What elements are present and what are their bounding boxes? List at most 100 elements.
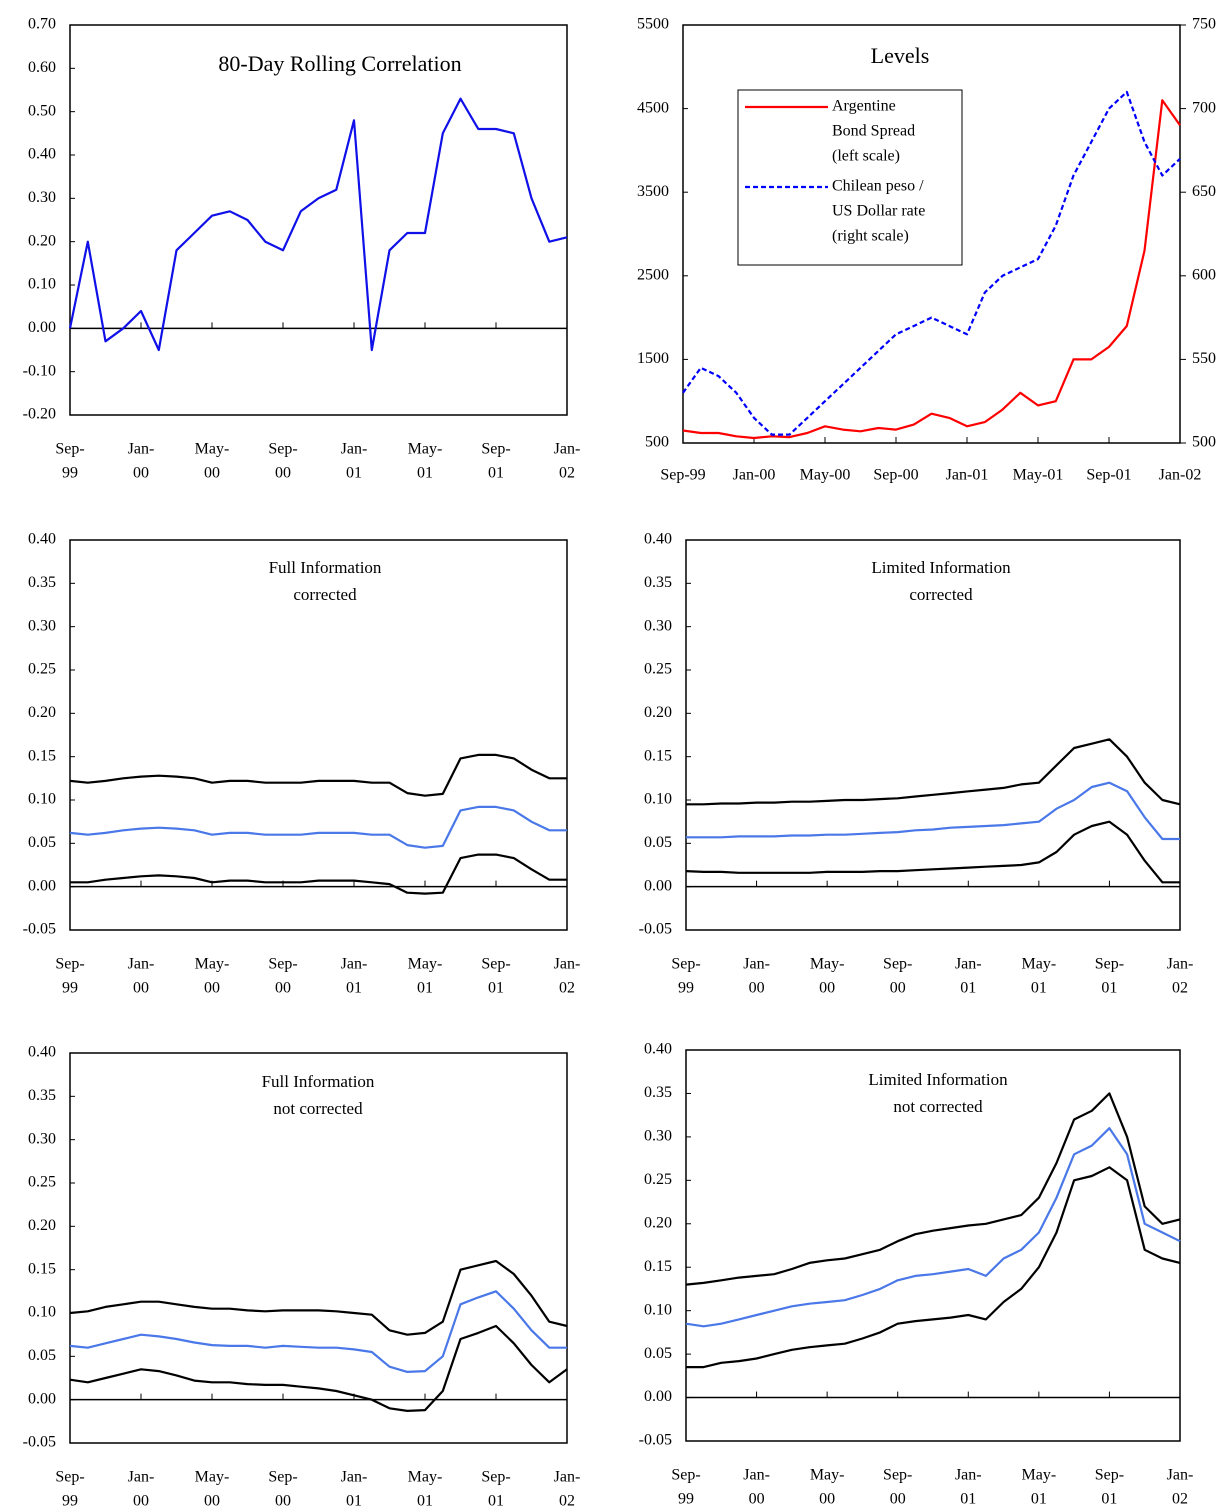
x-tick-label: 00 bbox=[819, 980, 835, 997]
y-tick-label: 0.25 bbox=[28, 661, 56, 678]
x-tick-label: Sep- bbox=[481, 441, 510, 458]
y-tick-label: 0.35 bbox=[28, 1087, 56, 1104]
series-line bbox=[69, 1324, 568, 1412]
x-tick-label: 99 bbox=[62, 1493, 78, 1510]
x-tick-label: Jan-00 bbox=[733, 467, 776, 484]
x-tick-label: Sep- bbox=[1095, 1467, 1124, 1484]
x-tick-label: Jan- bbox=[743, 1467, 770, 1484]
x-tick-label: May- bbox=[810, 1467, 845, 1484]
y2-tick-label: 750 bbox=[1192, 16, 1216, 33]
x-tick-label: Jan- bbox=[743, 956, 770, 973]
x-tick-label: Sep- bbox=[55, 1469, 84, 1486]
x-tick-label: Jan- bbox=[128, 1469, 155, 1486]
y2-tick-label: 650 bbox=[1192, 183, 1216, 200]
x-tick-label: 02 bbox=[1172, 1491, 1188, 1508]
series-line bbox=[69, 1290, 567, 1373]
x-tick-label: 01 bbox=[417, 465, 433, 482]
y2-tick-label: 550 bbox=[1192, 350, 1216, 367]
x-tick-label: Jan- bbox=[1167, 956, 1194, 973]
y-tick-label: 0.10 bbox=[644, 1301, 672, 1318]
y-tick-label: -0.05 bbox=[23, 921, 56, 938]
y-tick-label: -0.10 bbox=[23, 362, 56, 379]
y-tick-label: 0.25 bbox=[644, 1171, 672, 1188]
series-line bbox=[682, 99, 1181, 440]
x-tick-label: Sep- bbox=[883, 956, 912, 973]
x-tick-label: May- bbox=[195, 956, 230, 973]
x-tick-label: Sep- bbox=[481, 1469, 510, 1486]
y-tick-label: 0.40 bbox=[644, 1041, 672, 1058]
y-tick-label: 0.30 bbox=[28, 1130, 56, 1147]
chart-title: Levels bbox=[871, 43, 930, 68]
x-tick-label: Jan- bbox=[128, 441, 155, 458]
x-tick-label: 99 bbox=[678, 1491, 694, 1508]
x-tick-label: 00 bbox=[204, 980, 220, 997]
x-tick-label: 00 bbox=[133, 465, 149, 482]
x-tick-label: May-00 bbox=[800, 467, 851, 484]
y-tick-label: 0.35 bbox=[644, 1084, 672, 1101]
y-tick-label: 0.30 bbox=[28, 617, 56, 634]
x-tick-label: Sep-01 bbox=[1086, 467, 1131, 484]
x-tick-label: 01 bbox=[488, 1493, 504, 1510]
y-tick-label: 0.50 bbox=[28, 102, 56, 119]
y-tick-label: 0.70 bbox=[28, 16, 56, 33]
series-line bbox=[682, 90, 1181, 436]
y-tick-label: 0.40 bbox=[28, 1044, 56, 1061]
y-tick-label: 0.00 bbox=[28, 319, 56, 336]
chart-title: not corrected bbox=[273, 1099, 363, 1118]
chart-title: corrected bbox=[293, 585, 357, 604]
y-tick-label: 0.30 bbox=[28, 189, 56, 206]
x-tick-label: Sep- bbox=[268, 441, 297, 458]
y-tick-label: 0.40 bbox=[28, 146, 56, 163]
x-tick-label: 01 bbox=[960, 980, 976, 997]
plot-frame bbox=[69, 539, 568, 931]
y-tick-label: 0.20 bbox=[28, 1217, 56, 1234]
series-line bbox=[685, 1127, 1181, 1328]
y-tick-label: 0.05 bbox=[644, 1345, 672, 1362]
y-tick-label: 0.10 bbox=[28, 276, 56, 293]
x-tick-label: May- bbox=[195, 441, 230, 458]
y-tick-label: 0.00 bbox=[644, 877, 672, 894]
x-tick-label: 01 bbox=[1031, 980, 1047, 997]
x-tick-label: 99 bbox=[62, 980, 78, 997]
y-tick-label: 1500 bbox=[637, 350, 669, 367]
plot-frame bbox=[685, 1049, 1181, 1442]
y-tick-label: -0.05 bbox=[639, 921, 672, 938]
series-line bbox=[686, 1166, 1181, 1369]
series-line bbox=[69, 753, 567, 797]
x-tick-label: 01 bbox=[346, 465, 362, 482]
chart-title: Full Information bbox=[269, 558, 382, 577]
legend-label: Bond Spread bbox=[832, 123, 915, 140]
x-tick-label: Sep- bbox=[55, 441, 84, 458]
chart-title: Limited Information bbox=[868, 1070, 1008, 1089]
y-tick-label: 0.15 bbox=[644, 747, 672, 764]
x-tick-label: 00 bbox=[819, 1491, 835, 1508]
series-line bbox=[70, 853, 567, 895]
x-tick-label: 02 bbox=[559, 465, 575, 482]
x-tick-label: May- bbox=[1022, 1467, 1057, 1484]
y-tick-label: 0.15 bbox=[28, 747, 56, 764]
y-tick-label: 0.00 bbox=[644, 1388, 672, 1405]
x-tick-label: 00 bbox=[133, 980, 149, 997]
y-tick-label: 0.20 bbox=[644, 1214, 672, 1231]
y-tick-label: 0.10 bbox=[644, 791, 672, 808]
series-line bbox=[68, 97, 568, 352]
x-tick-label: Sep- bbox=[671, 1467, 700, 1484]
y-tick-label: 0.25 bbox=[28, 1174, 56, 1191]
x-tick-label: Sep-99 bbox=[660, 467, 705, 484]
x-tick-label: 01 bbox=[417, 1493, 433, 1510]
y-tick-label: 0.60 bbox=[28, 59, 56, 76]
x-tick-label: Jan-01 bbox=[946, 467, 989, 484]
x-tick-label: 02 bbox=[1172, 980, 1188, 997]
x-tick-label: 00 bbox=[275, 980, 291, 997]
x-tick-label: May-01 bbox=[1013, 467, 1064, 484]
y-tick-label: 0.10 bbox=[28, 1304, 56, 1321]
x-tick-label: 00 bbox=[204, 465, 220, 482]
y-tick-label: 500 bbox=[645, 434, 669, 451]
legend-label: (right scale) bbox=[832, 228, 909, 245]
x-tick-label: Jan-02 bbox=[1159, 467, 1202, 484]
y2-tick-label: 600 bbox=[1192, 266, 1216, 283]
legend-label: (left scale) bbox=[832, 148, 900, 165]
x-tick-label: Sep- bbox=[671, 956, 700, 973]
